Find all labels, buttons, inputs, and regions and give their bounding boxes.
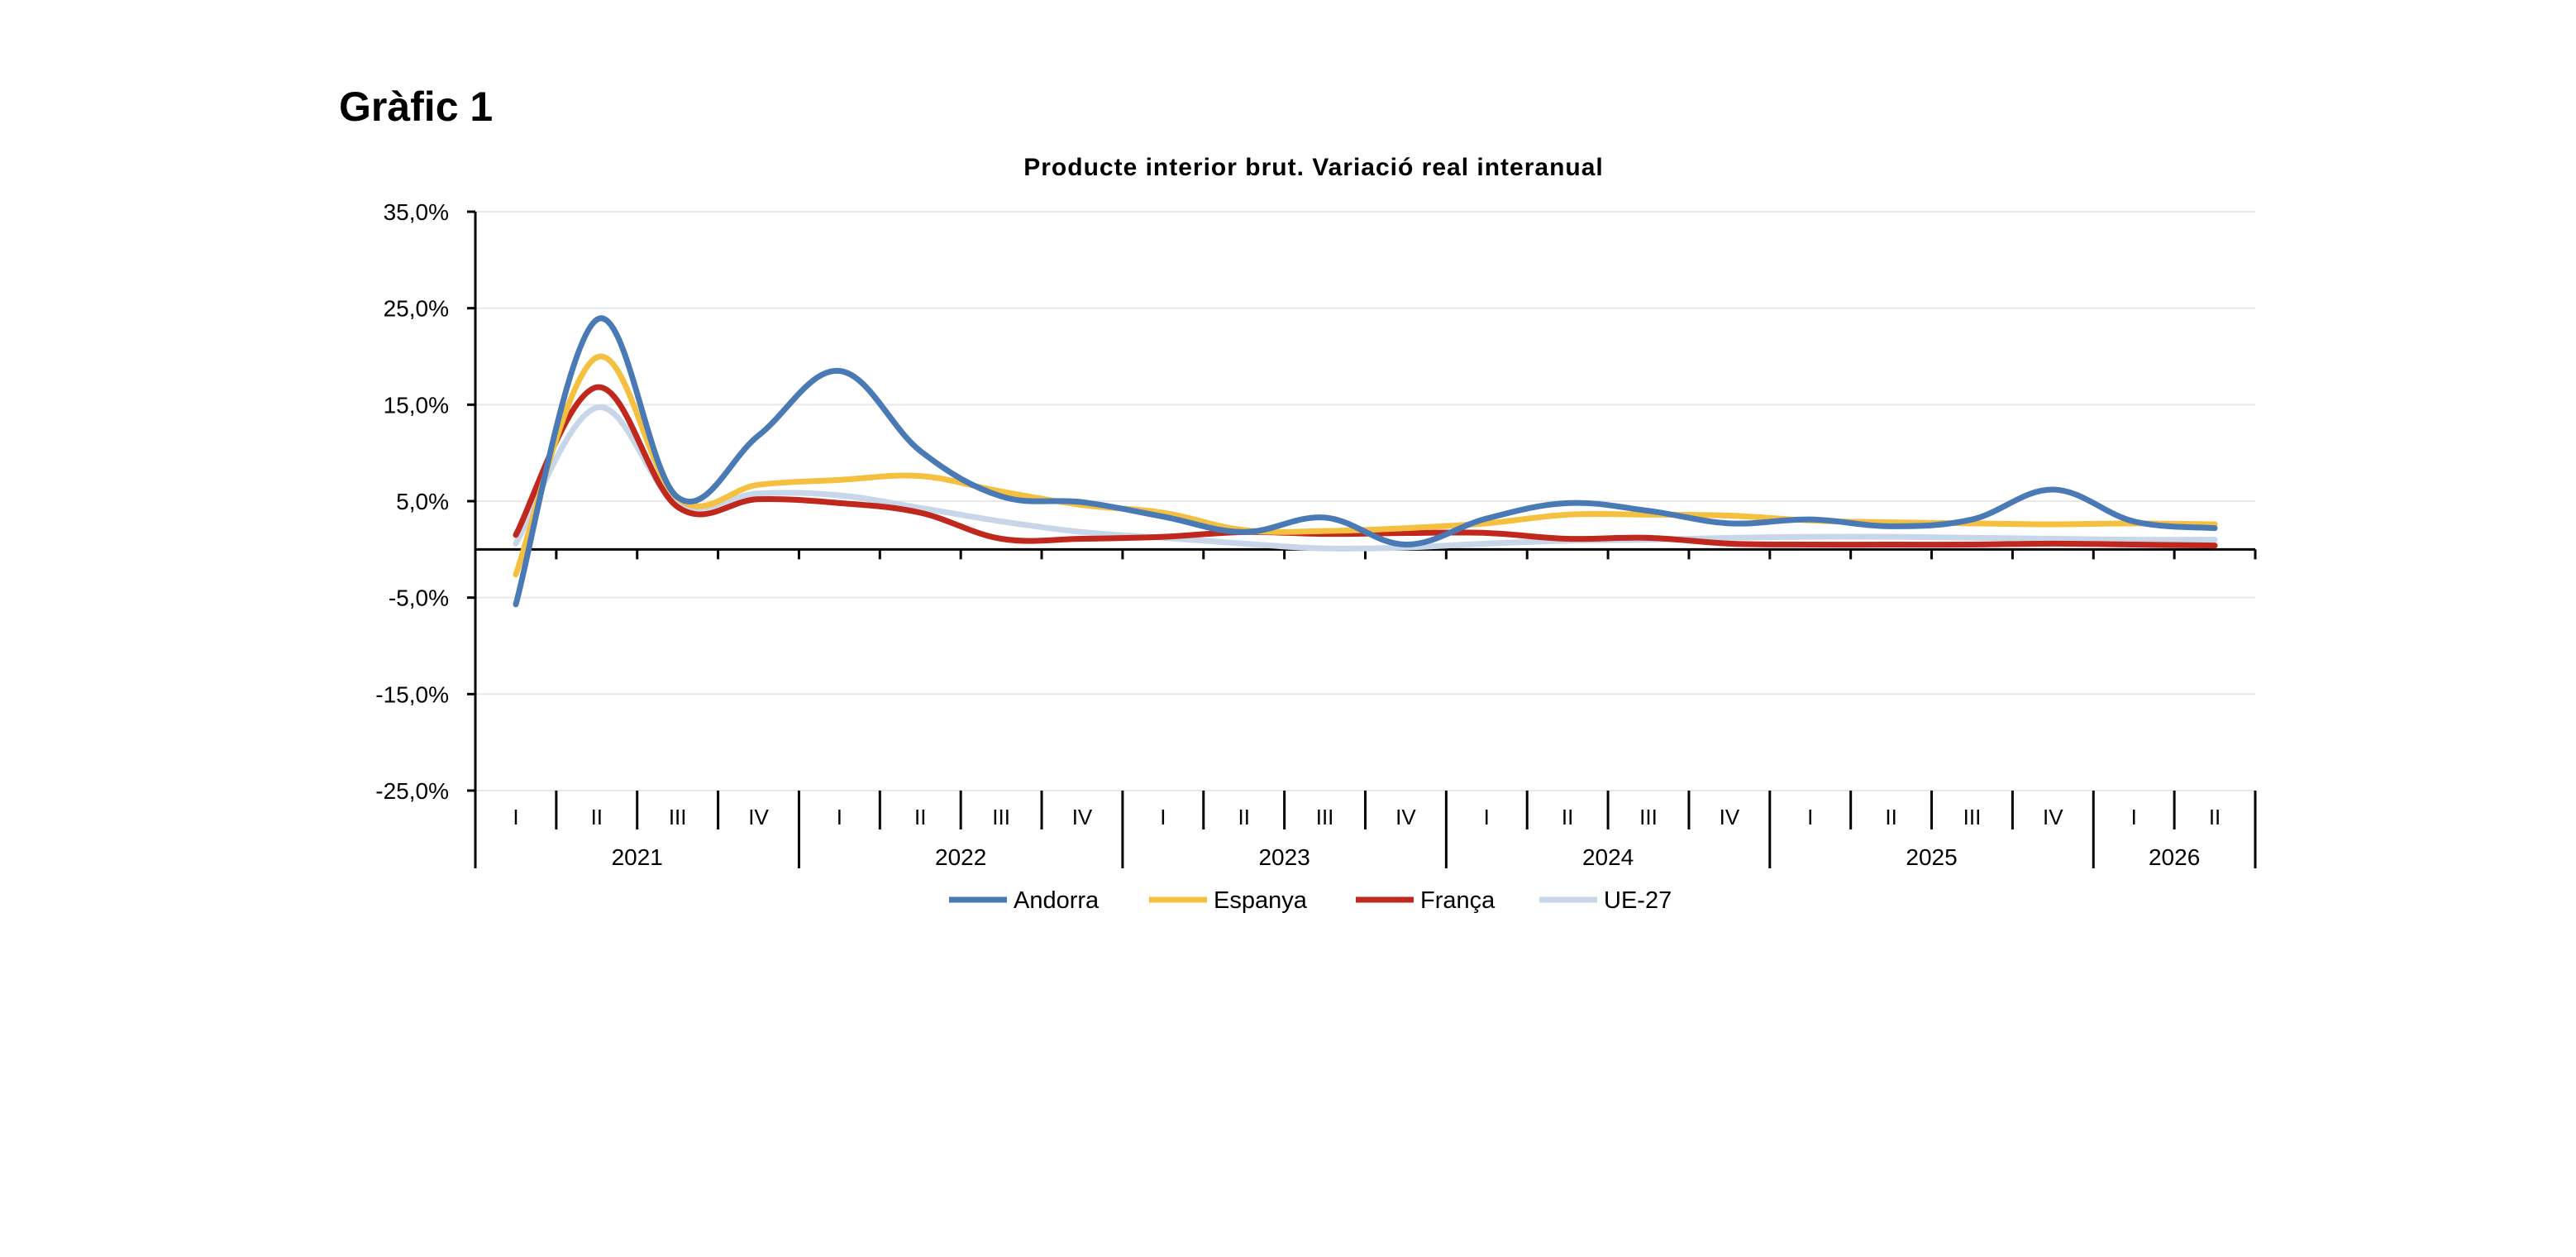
quarter-label-6: III — [992, 805, 1010, 829]
series-line-andorra — [513, 315, 2218, 608]
series-line-espanya — [513, 353, 2218, 578]
chart-title: Producte interior brut. Variació real in… — [1023, 154, 1604, 181]
quarter-label-5: II — [914, 805, 926, 829]
y-tick-label-5: -15,0% — [375, 681, 449, 707]
quarter-label-0: I — [513, 805, 518, 829]
series-lines — [513, 315, 2218, 608]
y-tick-labels: 35,0% 25,0% 15,0% 5,0% -5,0% -15,0% -25,0% — [375, 199, 449, 804]
y-tick-label-2: 15,0% — [384, 392, 449, 418]
legend-label-fran-a: França — [1420, 887, 1496, 914]
quarter-label-16: I — [1807, 805, 1813, 829]
year-label-2026: 2026 — [2149, 844, 2200, 870]
quarter-label-11: IV — [1395, 805, 1416, 829]
quarter-label-15: IV — [1720, 805, 1740, 829]
legend-label-andorra: Andorra — [1014, 887, 1100, 914]
quarter-label-7: IV — [1072, 805, 1093, 829]
x-tick-labels: I II III IV I II III IV I II III IV I II III IV I II III IV… — [513, 805, 2221, 870]
quarter-label-4: I — [837, 805, 842, 829]
y-tick-label-6: -25,0% — [375, 778, 449, 804]
quarter-label-3: IV — [748, 805, 769, 829]
y-tick-label-1: 25,0% — [384, 296, 449, 322]
quarter-label-17: II — [1885, 805, 1896, 829]
series-line-ue-27 — [513, 404, 2218, 552]
year-label-2025: 2025 — [1906, 844, 1957, 870]
quarter-label-9: II — [1238, 805, 1249, 829]
quarter-label-1: II — [591, 805, 603, 829]
quarter-label-14: III — [1639, 805, 1658, 829]
legend-label-espanya: Espanya — [1214, 887, 1308, 914]
year-label-2022: 2022 — [935, 844, 986, 870]
quarter-label-12: I — [1484, 805, 1490, 829]
y-tick-label-4: -5,0% — [389, 585, 449, 611]
year-label-2023: 2023 — [1258, 844, 1309, 870]
y-tick-label-0: 35,0% — [384, 199, 449, 225]
y-tick-label-3: 5,0% — [396, 489, 449, 514]
year-label-2021: 2021 — [612, 844, 663, 870]
series-line-fran-a — [513, 384, 2218, 549]
quarter-label-8: I — [1160, 805, 1166, 829]
year-label-2024: 2024 — [1582, 844, 1634, 870]
quarter-label-21: II — [2209, 805, 2221, 829]
quarter-label-10: III — [1316, 805, 1334, 829]
quarter-label-20: I — [2131, 805, 2137, 829]
quarter-label-13: II — [1562, 805, 1573, 829]
quarter-label-2: III — [669, 805, 687, 829]
legend: Andorra Espanya França UE-27 — [949, 887, 1672, 914]
figure-label: Gràfic 1 — [339, 84, 494, 130]
legend-label-ue-27: UE-27 — [1604, 887, 1672, 914]
quarter-label-19: IV — [2043, 805, 2063, 829]
quarter-label-18: III — [1963, 805, 1982, 829]
